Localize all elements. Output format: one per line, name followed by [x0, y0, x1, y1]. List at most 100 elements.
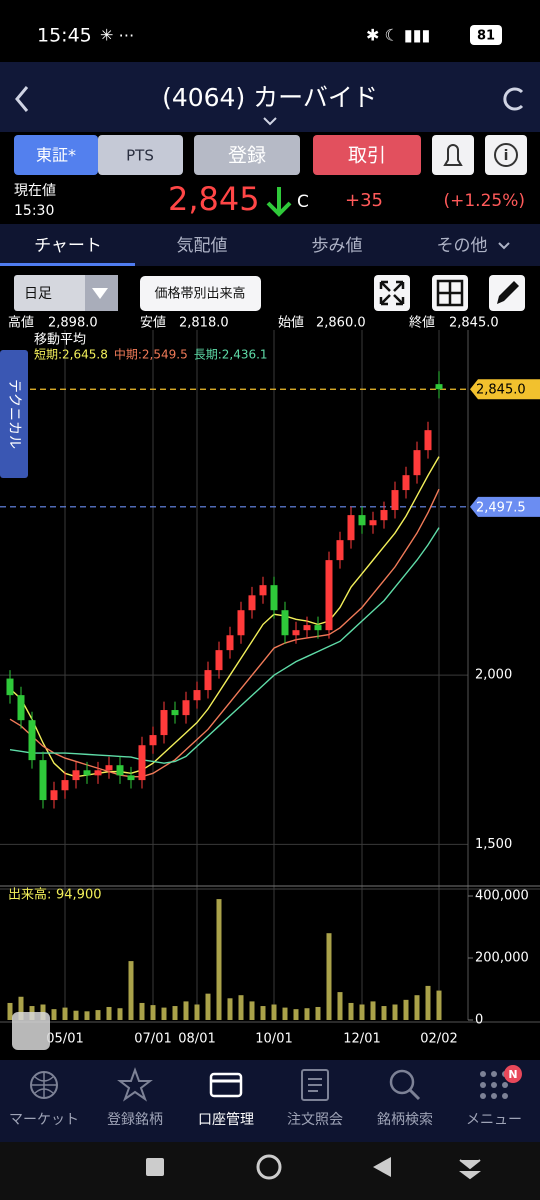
- down-arrow: [266, 187, 292, 217]
- candle-body: [369, 520, 377, 526]
- register-button[interactable]: [194, 135, 300, 175]
- nav-label[interactable]: 銘柄検索: [377, 1111, 433, 1128]
- price-tag: [470, 379, 540, 400]
- nav-label[interactable]: 口座管理: [198, 1112, 254, 1128]
- button-label: 取引: [348, 145, 386, 167]
- back-nav-button[interactable]: [373, 1157, 391, 1177]
- recents-button[interactable]: [146, 1158, 164, 1176]
- layout-icon: [436, 279, 464, 307]
- battery-level: 81: [477, 29, 495, 44]
- nav-label[interactable]: マーケット: [9, 1112, 79, 1128]
- tab[interactable]: 気配値: [177, 236, 228, 256]
- chart: 05/01 07/01 08/01 10/01 12/01 02/02 1,500 2,000…: [0, 330, 540, 1050]
- quote-change: +35: [345, 190, 383, 211]
- button-label: 登録: [228, 145, 266, 167]
- home-button[interactable]: [256, 1154, 282, 1180]
- candle-body: [50, 790, 58, 801]
- fullscreen-button[interactable]: [374, 275, 410, 311]
- volume-bar: [205, 993, 211, 1020]
- y-tick-label: 400,000: [475, 889, 529, 904]
- volume-bar: [95, 1010, 101, 1020]
- pts-button[interactable]: [98, 135, 183, 175]
- nav-icon: [480, 1071, 508, 1099]
- candle-body: [182, 700, 190, 716]
- volume-bar: [62, 1007, 68, 1020]
- candle-body: [138, 745, 146, 781]
- x-tick-label: 08/01: [178, 1032, 215, 1047]
- ohlc-label: 始値: [278, 315, 304, 331]
- ma-line: [9, 527, 440, 764]
- volume-bar: [106, 1006, 112, 1020]
- nav-icon: [31, 1072, 57, 1098]
- trade-button[interactable]: [313, 135, 421, 175]
- chevron[interactable]: [263, 117, 277, 126]
- info-button[interactable]: [485, 135, 527, 175]
- candle-body: [116, 765, 124, 776]
- legend-name: 中期:: [114, 347, 142, 362]
- candle-body: [149, 735, 157, 746]
- badge: [504, 1065, 522, 1083]
- candle-body: [72, 770, 80, 781]
- tab[interactable]: その他: [437, 236, 488, 256]
- candle-body: [6, 678, 14, 696]
- back-button[interactable]: [15, 86, 29, 112]
- candle-body: [17, 695, 25, 721]
- volume-bar: [150, 1005, 156, 1020]
- dropdown-arrow: [92, 288, 108, 299]
- ma-title: 移動平均: [34, 333, 86, 348]
- candle-body: [237, 610, 245, 636]
- x-tick-label: 10/01: [255, 1032, 292, 1047]
- button-label: PTS: [126, 147, 154, 165]
- nav-label[interactable]: 注文照会: [287, 1112, 343, 1128]
- volume-bar: [260, 1006, 266, 1020]
- volume-bar: [216, 899, 222, 1020]
- candle-body: [215, 650, 223, 671]
- nav-label[interactable]: メニュー: [466, 1112, 522, 1128]
- candle-body: [193, 690, 201, 701]
- candle-body: [28, 720, 36, 761]
- technical-tab[interactable]: [0, 350, 28, 478]
- volume-bar: [238, 995, 244, 1020]
- scroll-hint[interactable]: [12, 1012, 50, 1050]
- quote-flag: C: [297, 192, 309, 212]
- quote-change-pct: (+1.25%): [443, 191, 525, 211]
- nav-icon: [408, 1088, 421, 1101]
- nav-icon: [308, 1078, 322, 1092]
- volume-label: 出来高:: [8, 887, 51, 903]
- assist-button[interactable]: [459, 1159, 481, 1180]
- candle-body: [435, 384, 443, 390]
- candle-body: [83, 770, 91, 776]
- x-tick-label: 12/01: [343, 1032, 380, 1047]
- tab-bar: [0, 224, 540, 266]
- candle-body: [105, 765, 113, 771]
- fullscreen-icon: [379, 280, 405, 306]
- refresh-button[interactable]: [503, 87, 524, 111]
- volume-bar: [436, 990, 442, 1020]
- x-tick-label: 07/01: [134, 1032, 171, 1047]
- info-icon: [494, 143, 518, 167]
- candle-body: [259, 585, 267, 596]
- y-tick-label: 1,500: [475, 837, 512, 852]
- legend-name: 短期:: [34, 348, 62, 362]
- volume-bar: [425, 985, 431, 1020]
- y-tick-label: 0: [475, 1013, 483, 1028]
- legend-value: 2,436.1: [222, 348, 268, 362]
- volume-bar: [359, 1004, 365, 1020]
- candle-body: [39, 760, 47, 801]
- tab[interactable]: チャート: [34, 236, 102, 256]
- nav-label[interactable]: 登録銘柄: [107, 1112, 163, 1128]
- price-tag: [470, 496, 540, 517]
- volume-bar: [304, 1008, 310, 1020]
- tab[interactable]: 歩み値: [312, 236, 363, 256]
- candle-body: [292, 630, 300, 636]
- candle-body: [358, 515, 366, 526]
- system-nav: [0, 1142, 540, 1200]
- candle-body: [424, 430, 432, 451]
- volume-bar: [326, 933, 332, 1020]
- quote-label: 現在値: [14, 183, 56, 199]
- volume-profile-button[interactable]: [140, 276, 261, 311]
- alert-button[interactable]: [432, 135, 474, 175]
- market-button[interactable]: [14, 135, 98, 175]
- header: [0, 62, 540, 132]
